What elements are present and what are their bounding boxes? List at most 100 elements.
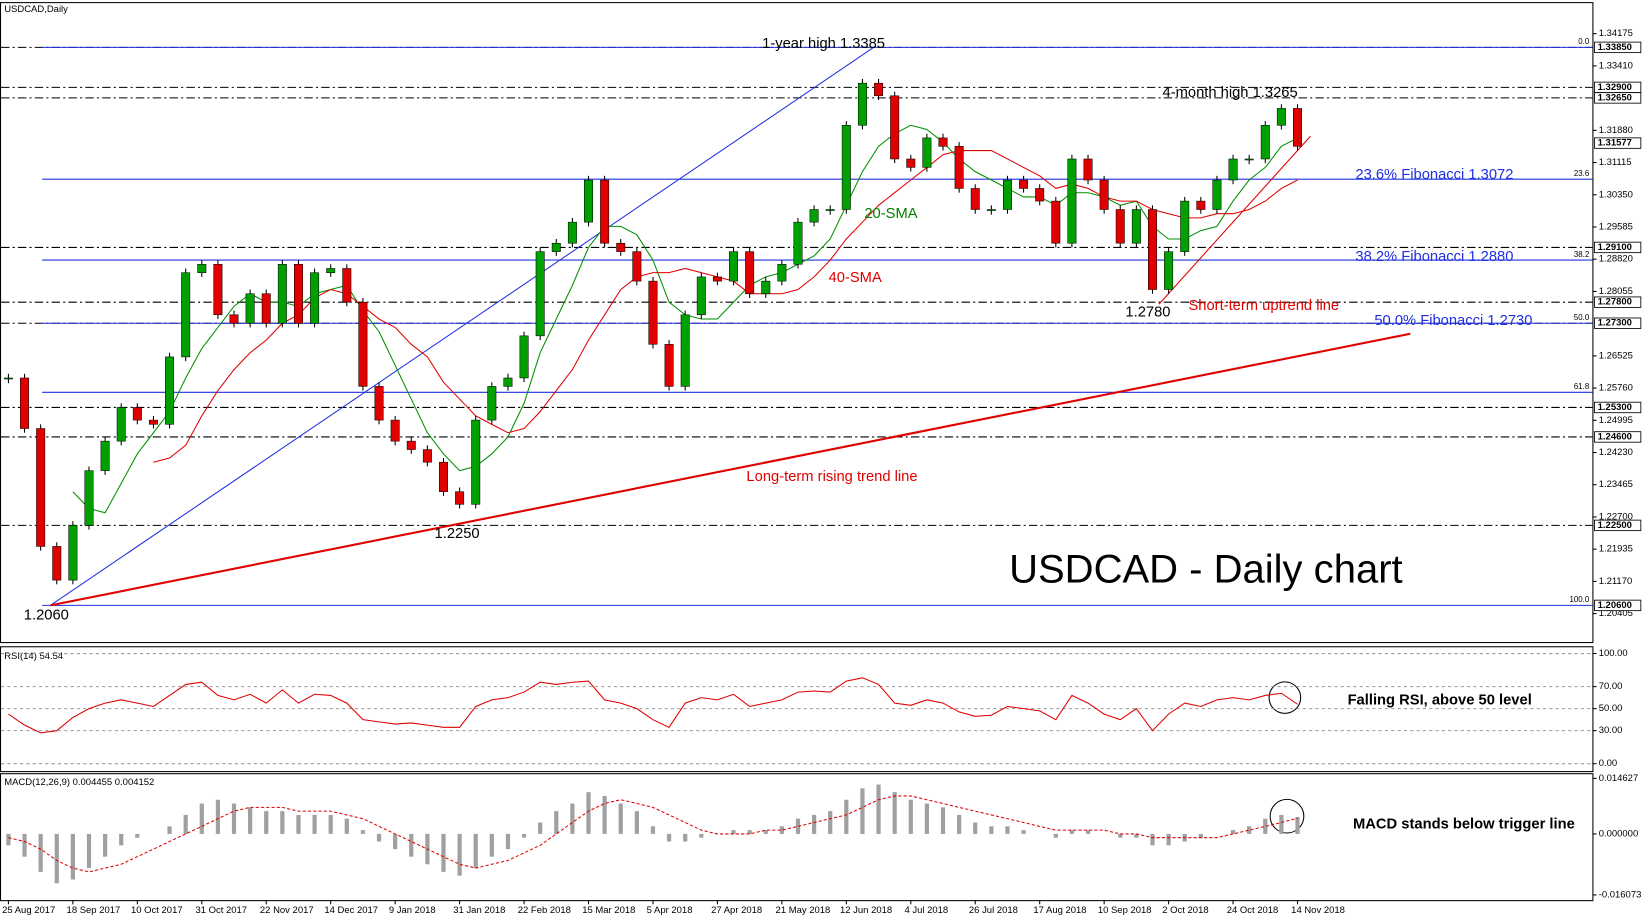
price-box (1594, 431, 1642, 443)
macd-bar (586, 792, 591, 834)
candle-body (696, 276, 706, 316)
y-tick-label: 1.26525 (1599, 350, 1633, 361)
macd-bar (1150, 833, 1155, 846)
macd-bar (1198, 833, 1203, 838)
highlight-circle (1269, 798, 1305, 834)
y-tick-label: 1.31115 (1599, 157, 1632, 168)
macd-bar (248, 807, 253, 834)
y-tick-label: 1.21170 (1599, 576, 1633, 587)
candle-body (1244, 158, 1254, 161)
macd-bar (957, 814, 962, 834)
macd-bar (940, 807, 946, 834)
price-label: 1.32900 (1598, 82, 1632, 93)
candle-body (1260, 125, 1270, 160)
macd-frame (0, 773, 1594, 902)
candle-body (809, 209, 819, 223)
y-tick-label: 0.000000 (1599, 828, 1639, 839)
x-tick-label: 24 Oct 2018 (1227, 905, 1279, 916)
y-tick-label: 1.34175 (1599, 28, 1633, 39)
annotation: 20-SMA (864, 206, 917, 222)
candle-body (68, 525, 78, 581)
candle-body (148, 419, 158, 425)
y-tick-label: 1.28055 (1599, 286, 1633, 297)
y-tick-label: 30.00 (1599, 725, 1623, 736)
fib-label: 61.8 (1574, 382, 1590, 391)
candle-body (551, 242, 561, 252)
candle-body (439, 461, 448, 492)
macd-bar (844, 799, 849, 834)
macd-bar (489, 833, 494, 857)
candle-body (648, 280, 658, 345)
y-tick-label: 1.28820 (1599, 254, 1633, 265)
macd-bar (1166, 833, 1171, 846)
macd-bar (538, 822, 543, 834)
candle-body (1293, 108, 1302, 147)
rsi-frame (0, 646, 1594, 773)
macd-bar (167, 826, 172, 834)
macd-bar (634, 811, 639, 834)
candle-body (293, 264, 303, 324)
candle-body (1083, 158, 1093, 181)
x-tick-label: 2 Oct 2018 (1162, 905, 1208, 916)
y-tick-label: 50.00 (1599, 703, 1623, 714)
candle-body (680, 314, 690, 387)
macd-bar (312, 814, 317, 834)
macd-bar (1247, 826, 1252, 834)
y-tick-label: 1.20405 (1599, 608, 1633, 619)
candle-body (745, 251, 755, 295)
candle-body (1051, 200, 1061, 244)
candle-body (1148, 209, 1157, 290)
macd-bar (731, 830, 736, 834)
price-box (1594, 401, 1642, 414)
candle-body (1196, 200, 1206, 210)
candle-body (664, 344, 674, 387)
x-tick-label: 15 Mar 2018 (582, 905, 635, 916)
macd-bar (747, 830, 752, 834)
candle-body (584, 179, 593, 223)
candle-body (455, 491, 465, 505)
macd-bar (119, 833, 124, 846)
macd-bar (231, 803, 237, 834)
macd-bar (393, 833, 398, 850)
candle-body (874, 82, 884, 97)
macd-bar (618, 803, 623, 834)
candle-body (390, 419, 400, 442)
macd-bar (183, 814, 188, 834)
x-tick-label: 9 Jan 2018 (389, 905, 436, 916)
candle-body (922, 137, 932, 168)
candle-body (616, 242, 626, 252)
candle-body (567, 221, 577, 244)
fib-label: 23.6 (1574, 169, 1590, 178)
macd-bar (554, 811, 559, 834)
price-box (1594, 519, 1642, 532)
candle-body (406, 440, 416, 450)
trend-line (50, 46, 875, 606)
x-tick-label: 12 Jun 2018 (840, 905, 892, 916)
price-box (1594, 92, 1642, 104)
fib-label: 38.2 (1574, 250, 1589, 259)
price-box (1594, 296, 1642, 308)
x-tick-label: 22 Nov 2017 (260, 905, 314, 916)
candle-body (1002, 179, 1012, 210)
candle-body (938, 137, 948, 147)
fib-label: 100.0 (1569, 595, 1589, 604)
candle-body (116, 407, 126, 442)
highlight-circle (1268, 681, 1302, 714)
macd-bar (1263, 818, 1268, 834)
candle-body (841, 125, 851, 210)
x-tick-label: 31 Oct 2017 (195, 905, 247, 916)
candle-body (825, 209, 835, 211)
price-label: 1.27300 (1598, 318, 1632, 329)
candle-body (906, 158, 916, 168)
candle-body (761, 280, 771, 295)
candle-body (712, 276, 722, 282)
macd-bar (22, 833, 27, 857)
candle-body (1067, 158, 1077, 244)
annotation: 50.0% Fibonacci 1.2730 (1374, 313, 1532, 329)
chart-heading: USDCAD - Daily chart (1009, 547, 1403, 591)
macd-note: MACD stands below trigger line (1353, 816, 1575, 832)
price-label: 1.20600 (1598, 600, 1632, 611)
candle-body (1164, 251, 1174, 290)
price-label: 1.22500 (1598, 520, 1632, 531)
